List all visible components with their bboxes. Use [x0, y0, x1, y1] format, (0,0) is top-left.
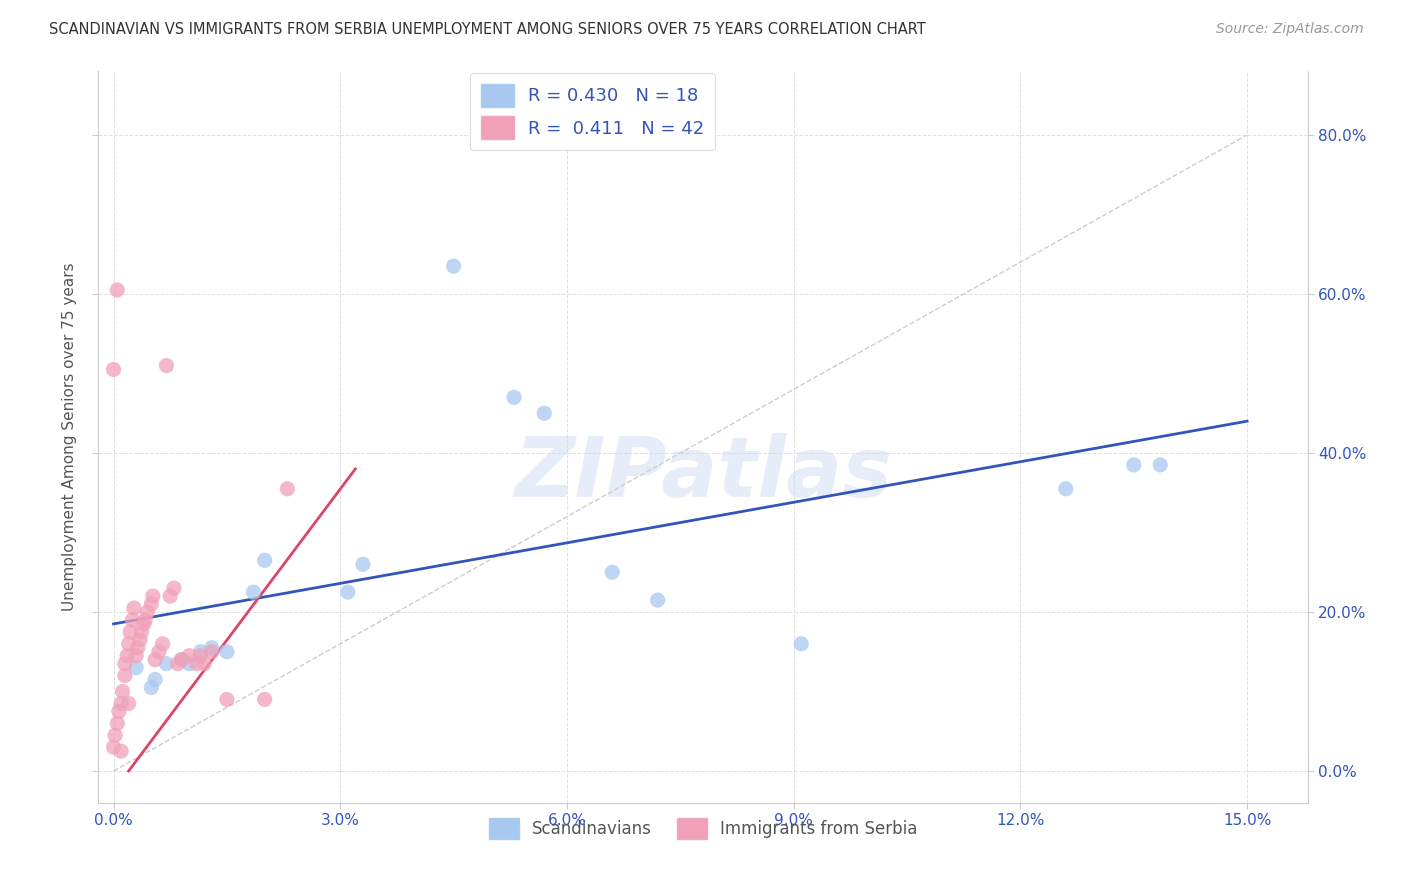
Point [159, 589, 181, 603]
Point [127, 640, 149, 655]
Point [129, 632, 152, 647]
Point [179, 648, 201, 663]
Point [120, 624, 142, 639]
Point [118, 697, 141, 711]
Point [103, 362, 125, 376]
Point [136, 605, 159, 619]
Point [253, 553, 276, 567]
Point [201, 640, 224, 655]
Legend: Scandinavians, Immigrants from Serbia: Scandinavians, Immigrants from Serbia [482, 811, 924, 846]
Point [215, 692, 238, 706]
Point [155, 359, 177, 373]
Point [134, 613, 156, 627]
Point [148, 645, 170, 659]
Point [115, 648, 138, 663]
Point [503, 390, 526, 404]
Point [336, 585, 359, 599]
Text: Source: ZipAtlas.com: Source: ZipAtlas.com [1216, 22, 1364, 37]
Point [170, 653, 193, 667]
Point [253, 692, 276, 706]
Point [108, 705, 131, 719]
Point [352, 558, 374, 572]
Point [110, 744, 132, 758]
Point [163, 581, 186, 595]
Point [114, 657, 136, 671]
Point [114, 668, 136, 682]
Point [111, 684, 134, 698]
Point [155, 657, 177, 671]
Point [190, 648, 212, 663]
Point [105, 716, 128, 731]
Point [121, 613, 143, 627]
Point [186, 657, 208, 671]
Text: SCANDINAVIAN VS IMMIGRANTS FROM SERBIA UNEMPLOYMENT AMONG SENIORS OVER 75 YEARS : SCANDINAVIAN VS IMMIGRANTS FROM SERBIA U… [49, 22, 927, 37]
Point [141, 597, 163, 611]
Point [790, 637, 813, 651]
Point [190, 645, 212, 659]
Text: ZIPatlas: ZIPatlas [515, 434, 891, 514]
Point [170, 653, 193, 667]
Point [1122, 458, 1144, 472]
Point [132, 616, 155, 631]
Point [215, 645, 238, 659]
Y-axis label: Unemployment Among Seniors over 75 years: Unemployment Among Seniors over 75 years [62, 263, 77, 611]
Point [152, 637, 174, 651]
Point [110, 697, 132, 711]
Point [179, 657, 201, 671]
Point [1149, 458, 1171, 472]
Point [276, 482, 298, 496]
Point [125, 660, 148, 674]
Point [104, 728, 127, 742]
Point [103, 740, 125, 755]
Point [193, 657, 215, 671]
Point [143, 673, 166, 687]
Point [166, 657, 188, 671]
Point [443, 259, 465, 273]
Point [602, 566, 624, 580]
Point [122, 601, 145, 615]
Point [242, 585, 264, 599]
Point [118, 637, 141, 651]
Point [143, 653, 166, 667]
Point [533, 406, 555, 420]
Point [1054, 482, 1077, 496]
Point [201, 645, 224, 659]
Point [105, 283, 128, 297]
Point [647, 593, 669, 607]
Point [131, 624, 153, 639]
Point [141, 681, 163, 695]
Point [125, 648, 148, 663]
Point [142, 589, 165, 603]
